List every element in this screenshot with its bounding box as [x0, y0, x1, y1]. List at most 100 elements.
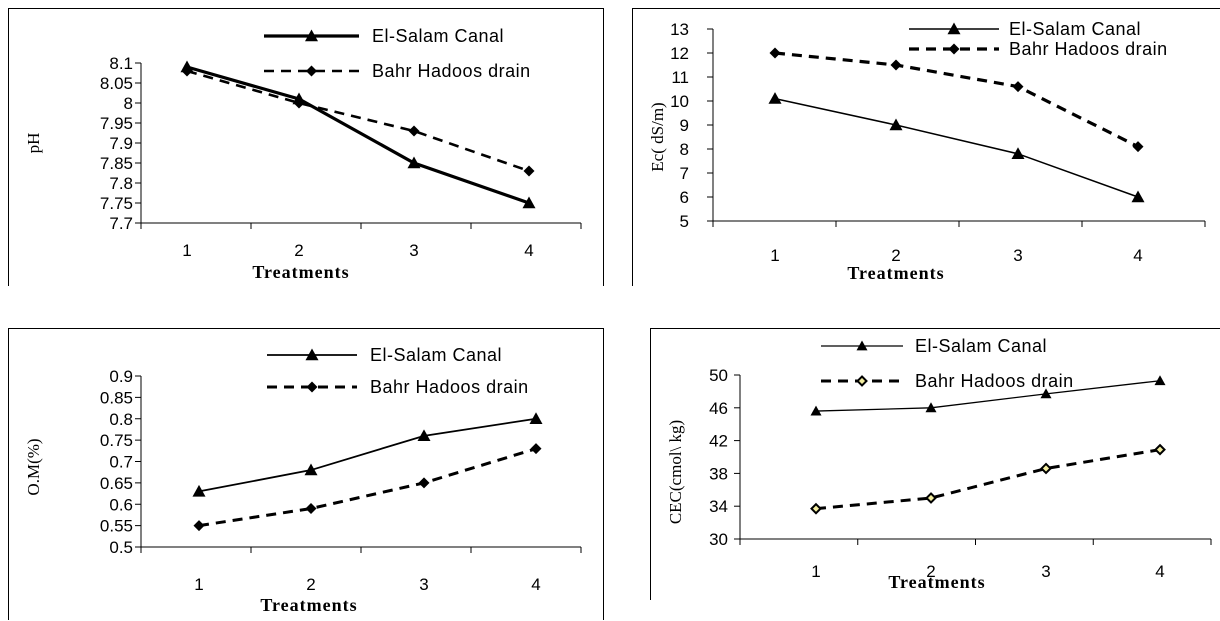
- data-point: [1154, 443, 1166, 456]
- series-line: [186, 69, 530, 173]
- series-line: [186, 65, 530, 205]
- legend-marker: [948, 43, 960, 55]
- data-point: [768, 92, 782, 104]
- data-point: [193, 520, 205, 532]
- y-tick-label: 0.9: [109, 367, 133, 386]
- y-tick-label: 13: [670, 20, 689, 39]
- data-point: [890, 59, 902, 71]
- data-point: [925, 402, 937, 413]
- data-point: [529, 412, 543, 424]
- legend-label: Bahr Hadoos drain: [1009, 39, 1168, 59]
- y-tick-label: 7.95: [100, 114, 133, 133]
- chart-panel-ec: 5 6 7 8 9 10 11 12 13 1 2 3 4 Treatments Ec( dS/m) El-S…: [632, 8, 1220, 286]
- y-tick-label: 0.6: [109, 495, 133, 514]
- data-point: [522, 196, 536, 209]
- x-tick-label: 4: [524, 241, 533, 260]
- x-tick-label: 3: [1041, 562, 1050, 581]
- data-point: [407, 156, 421, 169]
- data-point: [523, 165, 535, 177]
- data-point: [810, 405, 822, 416]
- y-tick-label: 0.55: [100, 517, 133, 536]
- data-point: [192, 484, 206, 497]
- y-tick-label: 7.75: [100, 194, 133, 213]
- legend-marker: [856, 375, 868, 387]
- x-tick-label: 2: [306, 575, 315, 594]
- legend-label: Bahr Hadoos drain: [915, 371, 1074, 391]
- x-tick-label: 1: [182, 241, 191, 260]
- x-axis-label: Treatments: [888, 572, 985, 592]
- x-axis-label: Treatments: [252, 262, 349, 282]
- y-tick-label: 30: [709, 530, 728, 549]
- data-point: [1012, 81, 1024, 93]
- y-tick-label: 0.5: [109, 538, 133, 557]
- data-point: [1131, 190, 1145, 203]
- x-tick-label: 2: [294, 241, 303, 260]
- data-point: [1011, 147, 1025, 159]
- x-tick-label: 1: [811, 562, 820, 581]
- legend-marker: [306, 381, 318, 393]
- y-tick-label: 5: [680, 212, 689, 231]
- legend-marker: [305, 348, 319, 361]
- data-point: [769, 47, 781, 59]
- data-point: [408, 125, 420, 137]
- y-tick-label: 7.8: [109, 174, 133, 193]
- y-tick-label: 10: [670, 92, 689, 111]
- y-tick-label: 42: [709, 432, 728, 451]
- x-tick-label: 2: [926, 562, 935, 581]
- y-tick-label: 12: [670, 44, 689, 63]
- y-tick-label: 6: [680, 188, 689, 207]
- y-tick-label: 7.85: [100, 154, 133, 173]
- data-point: [810, 502, 822, 515]
- y-tick-label: 11: [671, 68, 689, 87]
- y-tick-label: 8.1: [109, 54, 133, 73]
- data-point: [1154, 375, 1166, 386]
- x-axis-label: Treatments: [260, 595, 357, 615]
- legend-label: Bahr Hadoos drain: [370, 377, 529, 397]
- series-line: [774, 97, 1139, 198]
- legend-label: El-Salam Canal: [1009, 19, 1141, 39]
- y-tick-label: 50: [709, 366, 728, 385]
- y-tick-label: 0.65: [100, 474, 133, 493]
- y-axis-label: CEC(cmol\ kg): [666, 420, 685, 524]
- data-point: [889, 118, 903, 131]
- x-tick-label: 4: [1133, 246, 1142, 265]
- series-line: [815, 380, 1161, 412]
- x-tick-label: 3: [409, 241, 418, 260]
- x-tick-label: 3: [1013, 246, 1022, 265]
- y-tick-label: 8.05: [100, 74, 133, 93]
- series-line: [815, 448, 1161, 511]
- legend-label: Bahr Hadoos drain: [372, 61, 531, 81]
- y-tick-label: 38: [709, 464, 728, 483]
- y-tick-label: 34: [709, 497, 728, 516]
- data-point: [530, 443, 542, 455]
- data-point: [418, 477, 430, 489]
- data-point: [1040, 462, 1052, 475]
- y-tick-label: 0.75: [100, 431, 133, 450]
- y-tick-label: 7.9: [109, 134, 133, 153]
- x-tick-label: 2: [891, 246, 900, 265]
- legend-marker: [856, 340, 868, 351]
- legend-marker: [305, 29, 318, 42]
- y-tick-label: 8: [124, 94, 133, 113]
- x-tick-label: 4: [1155, 562, 1164, 581]
- legend-label: El-Salam Canal: [370, 345, 502, 365]
- x-tick-label: 3: [419, 575, 428, 594]
- legend-label: El-Salam Canal: [372, 26, 504, 46]
- chart-panel-om: 0.5 0.55 0.6 0.65 0.7 0.75 0.8 0.85 0.9 1 2 3 4 Treat…: [8, 328, 604, 620]
- om-chart: 0.5 0.55 0.6 0.65 0.7 0.75 0.8 0.85 0.9 1 2 3 4 Treat…: [24, 345, 582, 615]
- data-point: [417, 429, 431, 442]
- y-tick-label: 9: [680, 116, 689, 135]
- x-tick-label: 1: [194, 575, 203, 594]
- y-tick-label: 0.8: [109, 410, 133, 429]
- data-point: [304, 463, 318, 476]
- y-tick-label: 0.7: [109, 453, 133, 472]
- data-point: [1040, 388, 1052, 399]
- series-line: [198, 417, 537, 493]
- y-tick-label: 0.85: [100, 388, 133, 407]
- series-line: [774, 51, 1139, 149]
- y-tick-label: 46: [709, 399, 728, 418]
- y-axis-label: O.M(%): [24, 438, 43, 495]
- data-point: [305, 503, 317, 515]
